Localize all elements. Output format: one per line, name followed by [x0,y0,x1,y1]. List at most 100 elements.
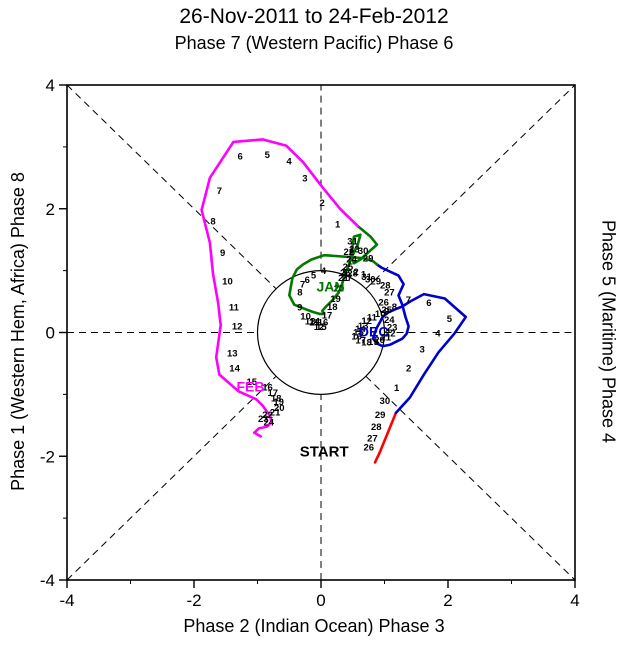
day-label-dec-28: 28 [380,280,391,291]
day-label-nov-27: 27 [367,434,378,445]
trajectory-nov [373,411,398,464]
day-label-feb-20: 20 [274,403,285,414]
trajectory-feb [200,138,360,438]
day-label-dec-5: 5 [447,314,453,325]
day-label-jan-31: 31 [347,236,358,247]
day-label-feb-2: 2 [319,198,324,209]
day-label-jan-1: 1 [361,269,367,280]
chart-subtitle-top-phases: Phase 7 (Western Pacific) Phase 6 [174,33,454,53]
day-label-dec-11: 11 [367,312,378,323]
day-label-dec-29: 29 [370,277,381,288]
day-label-dec-21: 21 [381,332,392,343]
trajectory-jan [287,224,379,316]
y-tick-label: 0 [46,324,55,343]
day-label-nov-29: 29 [375,410,386,421]
day-label-jan-7: 7 [300,279,305,290]
day-label-dec-25: 25 [381,305,392,316]
day-label-feb-10: 10 [222,277,233,288]
day-label-dec-15: 15 [353,328,364,339]
day-label-feb-11: 11 [229,302,240,313]
day-label-dec-19: 19 [368,337,379,348]
day-label-dec-2: 2 [406,363,411,374]
day-label-feb-8: 8 [210,217,215,228]
day-label-nov-26: 26 [363,443,374,454]
day-label-dec-23: 23 [387,322,398,333]
day-label-feb-21: 21 [270,408,281,419]
day-label-jan-18: 18 [327,302,338,313]
day-label-dec-10: 10 [375,309,386,320]
day-label-feb-17: 17 [267,388,278,399]
x-tick-label: 4 [570,591,579,610]
day-label-nov-28: 28 [371,422,382,433]
day-label-nov-30: 30 [380,396,391,407]
day-label-jan-14: 14 [309,316,320,327]
day-label-dec-20: 20 [374,335,385,346]
day-label-jan-5: 5 [311,270,317,281]
day-label-dec-13: 13 [358,321,369,332]
day-label-dec-17: 17 [355,335,366,346]
x-tick-label: -4 [59,591,74,610]
day-label-jan-19: 19 [330,294,341,305]
day-label-jan-6: 6 [305,275,310,286]
day-label-jan-17: 17 [322,311,333,322]
annotation-dec: DEC [359,323,389,339]
day-label-jan-12: 12 [314,322,325,333]
day-label-jan-11: 11 [309,317,320,328]
day-label-dec-27: 27 [384,288,395,299]
day-label-jan-20: 20 [334,284,345,295]
day-label-feb-12: 12 [232,321,243,332]
day-label-dec-3: 3 [420,345,425,356]
day-label-feb-1: 1 [335,220,341,231]
day-label-jan-28: 28 [347,269,358,280]
x-tick-label: 2 [443,591,452,610]
day-label-dec-8: 8 [392,302,397,313]
annotation-jan: JAN [317,279,345,295]
day-label-feb-5: 5 [265,150,271,161]
unit-circle [256,270,386,395]
day-label-jan-8: 8 [297,287,302,298]
day-label-jan-21: 21 [338,273,349,284]
day-label-dec-4: 4 [435,329,441,340]
day-label-feb-19: 19 [273,397,284,408]
day-label-feb-6: 6 [237,152,242,163]
day-label-dec-16: 16 [351,332,362,343]
annotation-feb: FEB [237,378,265,394]
day-label-feb-24: 24 [264,417,275,428]
day-label-jan-16: 16 [318,317,329,328]
day-label-jan-25: 25 [343,262,354,273]
day-label-dec-1: 1 [394,383,400,394]
day-label-jan-27: 27 [342,273,353,284]
day-label-jan-9: 9 [297,303,302,314]
day-label-feb-16: 16 [262,383,273,394]
day-label-jan-15: 15 [316,322,327,333]
phase-guide-line [66,375,277,581]
day-label-feb-14: 14 [229,363,240,374]
day-label-dec-30: 30 [365,274,376,285]
day-label-jan-2: 2 [353,267,358,278]
y-tick-label: -4 [40,571,55,590]
day-label-dec-12: 12 [361,316,372,327]
day-label-jan-22: 22 [343,247,354,258]
phase-guide-line [365,375,576,581]
day-label-feb-7: 7 [217,186,222,197]
x-axis-label-bottom-phases: Phase 2 (Indian Ocean) Phase 3 [183,616,445,636]
day-label-dec-31: 31 [361,272,372,283]
day-label-dec-26: 26 [378,297,389,308]
day-label-dec-14: 14 [355,324,366,335]
day-label-jan-30: 30 [358,246,369,257]
day-label-feb-22: 22 [262,410,273,421]
chart-title: 26-Nov-2011 to 24-Feb-2012 [179,5,449,28]
y-tick-label: 4 [46,76,55,95]
x-tick-label: -2 [186,591,201,610]
day-label-dec-22: 22 [385,328,396,339]
day-label-feb-3: 3 [302,173,307,184]
day-label-jan-29: 29 [363,253,374,264]
day-label-dec-6: 6 [426,298,431,309]
day-label-jan-3: 3 [341,267,346,278]
day-label-jan-4: 4 [321,266,327,277]
day-label-feb-18: 18 [271,393,282,404]
day-label-feb-13: 13 [227,348,238,359]
day-label-dec-7: 7 [406,295,411,306]
